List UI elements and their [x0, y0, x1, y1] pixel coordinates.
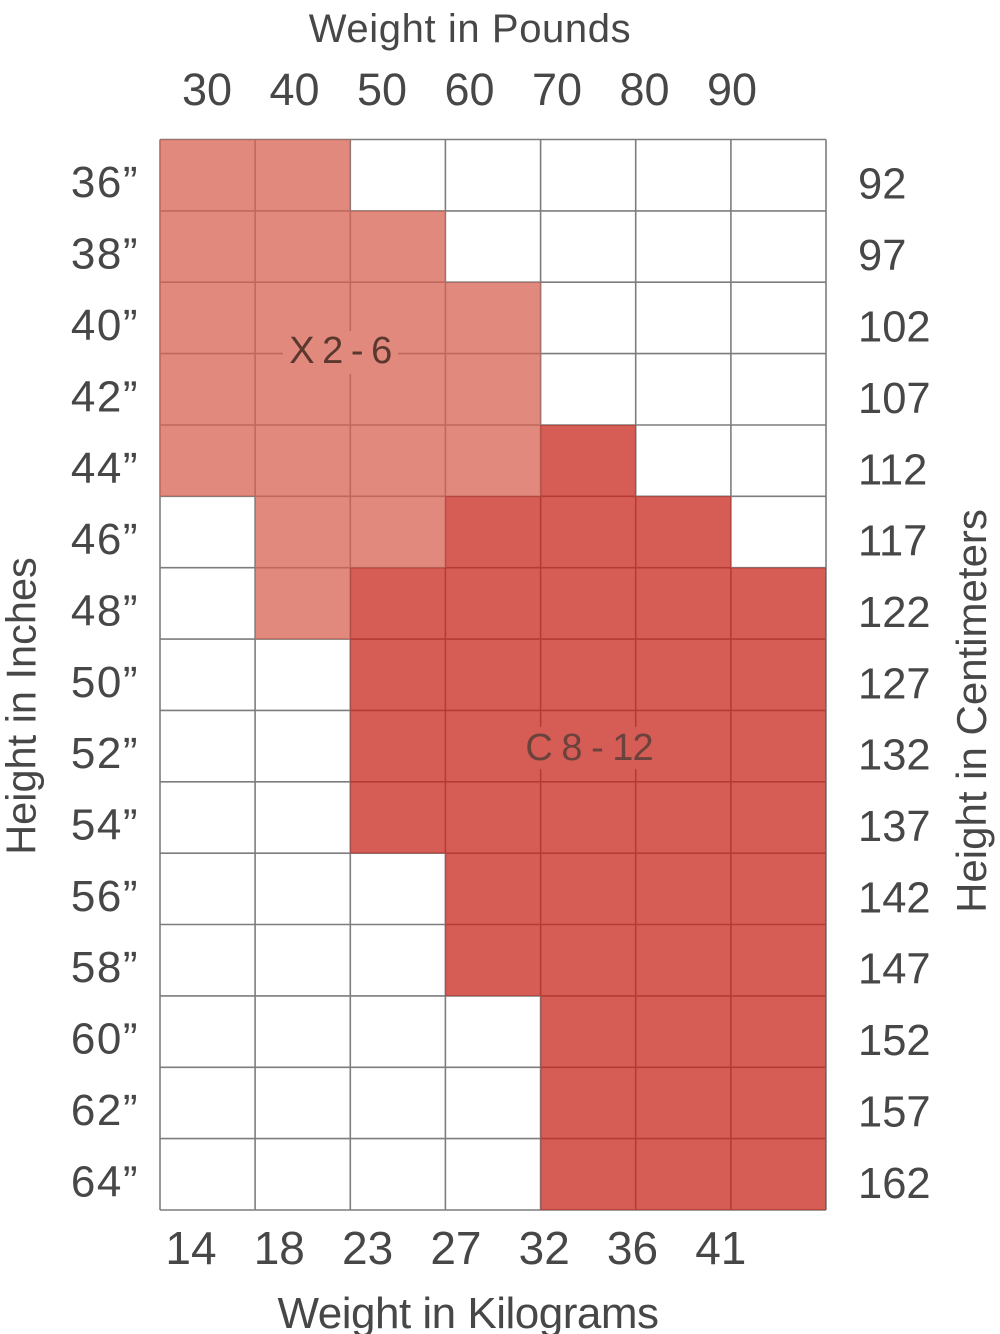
svg-text:60: 60: [444, 64, 494, 115]
svg-text:107: 107: [858, 375, 931, 423]
svg-text:40: 40: [269, 64, 319, 115]
svg-text:Weight in Pounds: Weight in Pounds: [309, 7, 631, 51]
svg-text:C 8 - 12: C 8 - 12: [525, 727, 652, 769]
svg-text:152: 152: [858, 1017, 931, 1065]
svg-text:36: 36: [607, 1222, 658, 1274]
svg-text:127: 127: [858, 661, 931, 709]
svg-text:137: 137: [858, 803, 931, 851]
svg-text:Height in Inches: Height in Inches: [0, 557, 45, 855]
svg-text:102: 102: [858, 304, 931, 352]
svg-text:50”: 50”: [71, 658, 139, 707]
svg-text:58”: 58”: [71, 943, 139, 992]
svg-text:117: 117: [858, 518, 927, 566]
svg-text:36”: 36”: [71, 158, 139, 207]
svg-text:122: 122: [858, 589, 931, 637]
svg-text:56”: 56”: [71, 872, 139, 921]
svg-text:14: 14: [165, 1222, 216, 1274]
svg-text:38”: 38”: [71, 230, 139, 279]
svg-text:44”: 44”: [71, 444, 139, 493]
svg-text:60”: 60”: [71, 1015, 139, 1064]
svg-text:112: 112: [858, 447, 927, 495]
svg-text:70: 70: [532, 64, 582, 115]
svg-text:Weight in Kilograms: Weight in Kilograms: [278, 1289, 659, 1334]
svg-text:62”: 62”: [71, 1086, 139, 1135]
svg-text:80: 80: [619, 64, 669, 115]
svg-text:157: 157: [858, 1089, 931, 1137]
svg-text:142: 142: [858, 875, 931, 923]
svg-text:147: 147: [858, 946, 931, 994]
svg-text:54”: 54”: [71, 801, 139, 850]
svg-text:97: 97: [858, 232, 906, 280]
svg-text:30: 30: [182, 64, 232, 115]
svg-text:64”: 64”: [71, 1158, 139, 1207]
svg-text:40”: 40”: [71, 301, 139, 350]
svg-text:42”: 42”: [71, 373, 139, 422]
svg-text:92: 92: [858, 161, 906, 209]
svg-text:18: 18: [254, 1222, 305, 1274]
svg-text:X 2 - 6: X 2 - 6: [289, 330, 391, 372]
svg-text:132: 132: [858, 732, 931, 780]
svg-text:32: 32: [519, 1222, 570, 1274]
svg-text:162: 162: [858, 1160, 931, 1208]
svg-text:23: 23: [342, 1222, 393, 1274]
svg-text:Height in Centimeters: Height in Centimeters: [948, 509, 995, 913]
svg-text:27: 27: [430, 1222, 481, 1274]
svg-text:90: 90: [707, 64, 757, 115]
svg-text:52”: 52”: [71, 729, 139, 778]
svg-text:41: 41: [695, 1222, 746, 1274]
svg-text:50: 50: [357, 64, 407, 115]
svg-text:46”: 46”: [71, 515, 139, 564]
svg-text:48”: 48”: [71, 587, 139, 636]
